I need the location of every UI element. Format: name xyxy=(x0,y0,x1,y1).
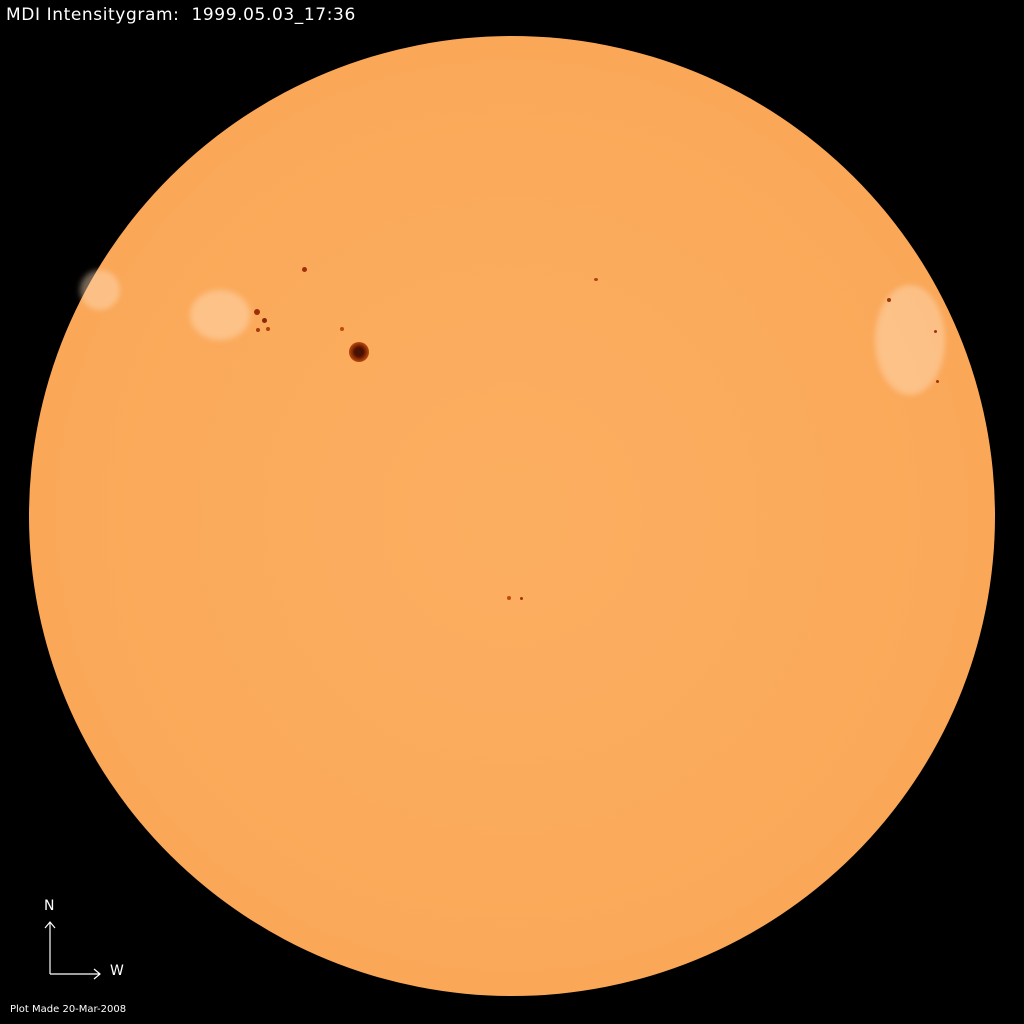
west-label: W xyxy=(110,963,124,979)
sunspot xyxy=(934,330,937,333)
sunspot xyxy=(256,328,260,332)
sunspot xyxy=(520,597,523,600)
sunspot xyxy=(594,278,598,281)
sunspot xyxy=(507,596,511,600)
sunspot xyxy=(302,267,307,272)
plage-region xyxy=(875,285,945,395)
plot-made-footer: Plot Made 20-Mar-2008 xyxy=(10,1004,127,1015)
solar-disk xyxy=(29,36,995,996)
sunspot xyxy=(340,327,344,331)
sunspot xyxy=(254,309,260,315)
sunspot xyxy=(936,380,939,383)
sunspot-large xyxy=(349,342,369,362)
plage-region xyxy=(80,270,120,310)
plage-region xyxy=(190,290,250,340)
image-title: MDI Intensitygram: 1999.05.03_17:36 xyxy=(6,5,356,25)
north-label: N xyxy=(44,898,55,914)
compass-arrows-icon xyxy=(44,921,101,980)
sunspot xyxy=(262,318,267,323)
sunspot xyxy=(887,298,891,302)
sunspot xyxy=(266,327,270,331)
